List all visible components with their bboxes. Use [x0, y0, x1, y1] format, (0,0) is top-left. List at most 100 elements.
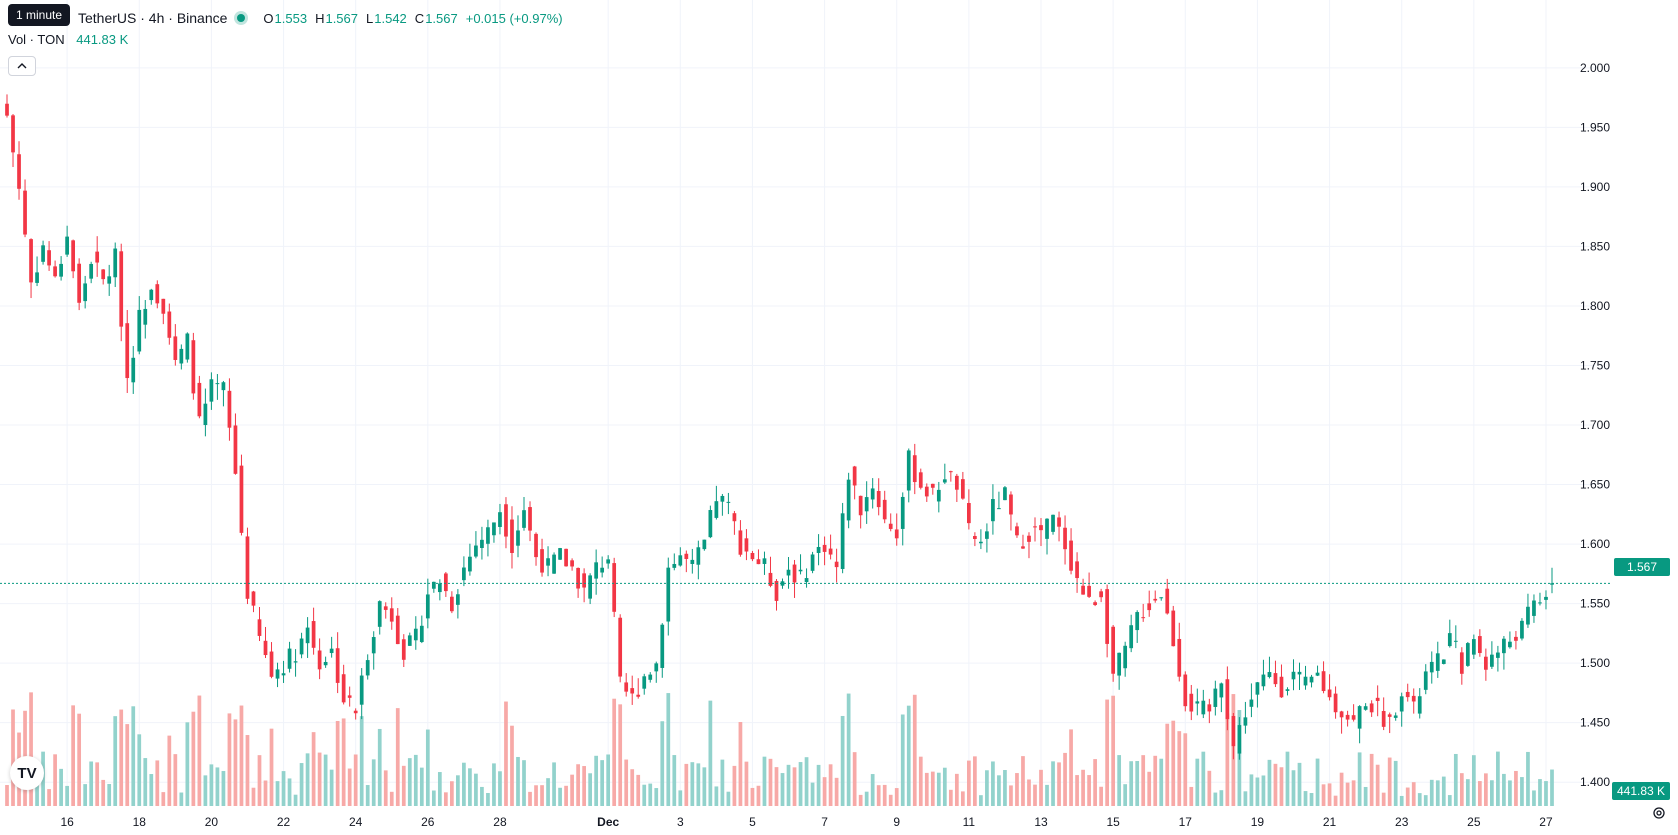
price-tick-label: 1.900	[1580, 180, 1610, 194]
volume-bar	[1081, 769, 1085, 806]
volume-bar	[1435, 780, 1440, 806]
volume-bar	[125, 724, 130, 806]
volume-bar	[576, 764, 580, 806]
candle-body	[95, 251, 100, 263]
volume-bar	[335, 720, 340, 806]
candle-body	[1357, 706, 1362, 729]
volume-bar	[89, 761, 94, 806]
symbol-title[interactable]: TetherUS · 4h · Binance	[78, 10, 228, 26]
volume-bar	[888, 794, 893, 806]
candle-body	[660, 624, 665, 668]
candle-body	[666, 567, 671, 622]
candle-body	[840, 513, 845, 569]
candle-body	[155, 284, 160, 304]
candle-body	[1309, 676, 1314, 683]
candle-body	[383, 606, 388, 610]
volume-bar	[1027, 779, 1031, 806]
volume-bar	[221, 771, 226, 806]
chevron-up-icon[interactable]	[8, 56, 36, 76]
candle-body	[1526, 606, 1530, 625]
candle-body	[1033, 526, 1037, 528]
volume-bar	[95, 762, 100, 806]
volume-bar	[71, 705, 75, 806]
tradingview-logo-icon[interactable]: TV	[10, 756, 44, 790]
candle-body	[1399, 696, 1404, 712]
volume-bar	[918, 756, 923, 806]
time-tick-label: 16	[60, 815, 74, 829]
volume-legend[interactable]: Vol · TON 441.83 K	[8, 32, 128, 47]
volume-bar	[1339, 772, 1344, 806]
volume-bar	[101, 779, 106, 806]
volume-bar	[894, 788, 899, 806]
settings-icon[interactable]	[1652, 806, 1666, 823]
price-tick-label: 1.800	[1580, 299, 1610, 313]
candle-body	[480, 539, 484, 548]
candle-body	[371, 637, 376, 654]
market-status-icon	[237, 14, 246, 22]
volume-bar	[1538, 779, 1542, 806]
volume-bar	[149, 774, 154, 806]
candle-body	[888, 523, 893, 529]
candle-body	[221, 382, 226, 391]
volume-bar	[119, 709, 124, 806]
volume-bar	[1321, 784, 1326, 806]
candle-body	[792, 564, 797, 583]
volume-bar	[618, 704, 623, 806]
time-tick-label: 27	[1539, 815, 1553, 829]
candle-body	[341, 674, 346, 703]
volume-bar	[1039, 769, 1043, 806]
candle-body	[1183, 674, 1188, 707]
candle-body	[498, 512, 502, 527]
volume-bar	[377, 728, 382, 806]
volume-bar	[930, 771, 935, 806]
volume-bar	[1309, 793, 1314, 806]
candle-body	[431, 581, 436, 589]
volume-bar	[774, 767, 779, 806]
volume-bar	[991, 761, 995, 806]
candle-body	[882, 499, 887, 520]
volume-bar	[450, 781, 454, 806]
candle-body	[365, 660, 370, 676]
price-axis[interactable]: 2.000 1.950 1.900 1.850 1.800 1.750 1.700 1.650…	[1580, 61, 1610, 789]
volume-bar	[1369, 753, 1374, 806]
candle-body	[606, 559, 611, 564]
volume-bar	[852, 752, 857, 806]
volume-bar	[137, 734, 142, 806]
volume-bar	[954, 773, 959, 806]
volume-bar	[786, 764, 791, 806]
candle-body	[1285, 689, 1290, 691]
candle-body	[1165, 588, 1170, 614]
volume-bar	[516, 756, 520, 806]
volume-bars	[5, 692, 1554, 806]
candle-body	[696, 547, 701, 565]
candle-body	[47, 250, 51, 266]
candle-body	[1447, 633, 1452, 647]
candle-body	[762, 558, 767, 564]
candle-body	[1237, 725, 1242, 754]
candle-body	[197, 382, 202, 417]
volume-bar	[660, 721, 665, 806]
candle-body	[53, 266, 57, 277]
volume-bar	[666, 693, 671, 806]
candle-body	[293, 661, 298, 663]
candle-body	[930, 483, 935, 488]
volume-bar	[263, 780, 268, 806]
time-tick-label: 20	[205, 815, 219, 829]
candle-body	[492, 522, 496, 536]
candle-body	[600, 567, 605, 573]
volume-bar	[816, 764, 821, 806]
time-tick-label: 17	[1179, 815, 1193, 829]
time-axis[interactable]: 16 18 20 22 24 26 28 Dec 3 5 7 9 11 13 15 17 19 21 23 25 27	[60, 815, 1553, 829]
price-tick-label: 1.500	[1580, 656, 1610, 670]
volume-bar	[35, 777, 39, 806]
candle-body	[852, 466, 857, 486]
candle-body	[690, 559, 695, 564]
time-tick-label: 15	[1106, 815, 1120, 829]
candle-body	[275, 669, 280, 679]
volume-bar	[317, 752, 322, 806]
volume-bar	[804, 757, 809, 806]
volume-bar	[1297, 762, 1302, 806]
